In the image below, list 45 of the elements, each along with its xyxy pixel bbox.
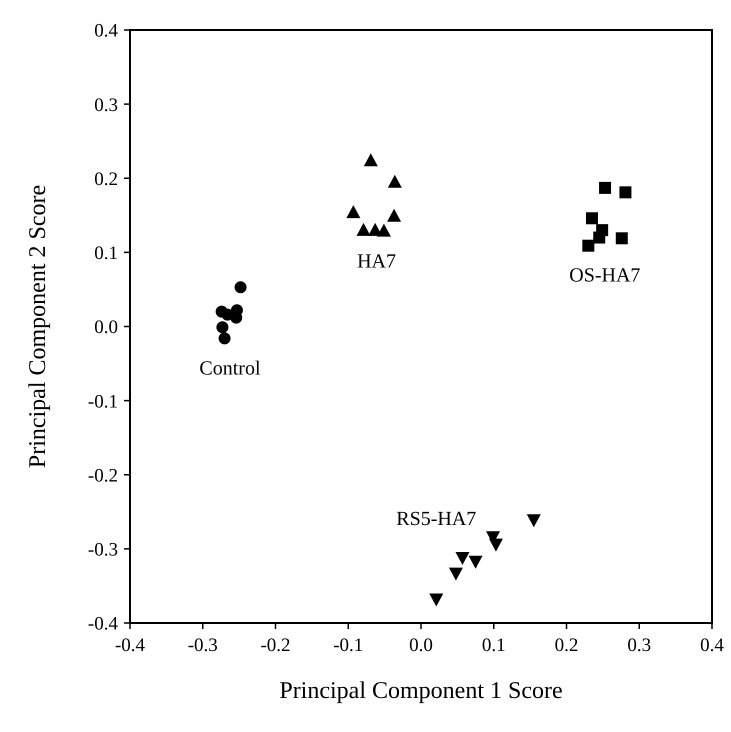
point xyxy=(593,232,606,244)
x-tick-label: 0.2 xyxy=(554,635,578,656)
series-label: RS5-HA7 xyxy=(396,508,476,530)
x-tick-label: -0.1 xyxy=(333,635,364,656)
point xyxy=(455,552,470,566)
point xyxy=(586,212,598,224)
point xyxy=(387,208,402,222)
point xyxy=(216,321,228,334)
x-tick-label: 0.1 xyxy=(482,635,506,656)
y-tick-label: 0.3 xyxy=(94,94,118,116)
point xyxy=(218,332,231,344)
y-tick-label: 0.4 xyxy=(94,20,118,42)
point xyxy=(376,224,391,237)
x-tick-label: -0.3 xyxy=(188,635,218,656)
x-tick-label: 0.3 xyxy=(627,635,652,656)
point xyxy=(488,538,503,552)
x-tick-label: -0.4 xyxy=(114,635,146,656)
y-tick-label: -0.3 xyxy=(88,540,118,561)
series-label: OS-HA7 xyxy=(569,264,640,287)
point xyxy=(364,153,378,166)
point xyxy=(526,514,541,528)
series-label: Control xyxy=(199,357,261,380)
y-tick-label: -0.4 xyxy=(88,614,118,635)
y-tick-label: 0.0 xyxy=(94,317,118,338)
y-tick-label: -0.1 xyxy=(88,391,118,412)
series-label: HA7 xyxy=(357,250,396,273)
point xyxy=(388,174,402,188)
point xyxy=(619,186,632,198)
point xyxy=(616,232,628,244)
point xyxy=(448,568,463,581)
point xyxy=(346,205,360,218)
x-axis-title: Principal Component 1 Score xyxy=(279,678,563,704)
x-tick-label: 0.0 xyxy=(409,635,433,656)
x-tick-label: -0.2 xyxy=(260,635,291,656)
point xyxy=(429,594,444,607)
x-tick-label: 0.4 xyxy=(700,635,724,656)
y-axis-title: Principal Component 2 Score xyxy=(25,184,51,468)
point xyxy=(599,182,612,194)
point xyxy=(582,240,594,252)
point xyxy=(234,281,247,294)
point xyxy=(356,222,371,236)
y-tick-label: -0.2 xyxy=(88,465,118,486)
y-tick-label: 0.2 xyxy=(94,168,118,190)
y-tick-label: 0.1 xyxy=(94,243,118,264)
point xyxy=(468,556,483,569)
